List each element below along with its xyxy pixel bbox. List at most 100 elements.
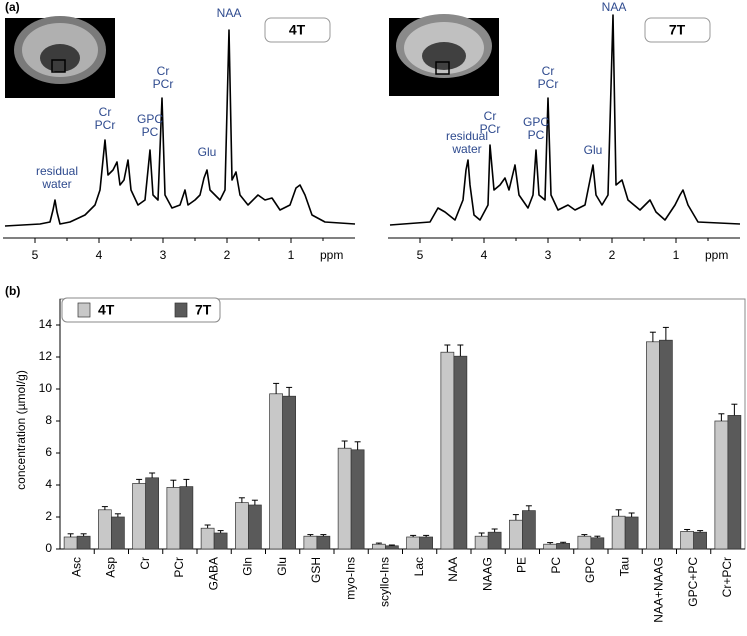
mri-inset — [5, 16, 115, 98]
peak-label: water — [41, 177, 71, 191]
peak-label: Cr — [99, 105, 112, 119]
field-box — [264, 17, 331, 43]
bar — [509, 519, 523, 550]
x-tick-label: GPC+PC — [686, 557, 700, 607]
peak-label: PCr — [95, 118, 116, 132]
y-tick-label: 8 — [45, 413, 52, 427]
x-tick-label: Asp — [104, 557, 118, 578]
peak-label: GPC — [523, 115, 549, 129]
x-tick-label: GSH — [309, 557, 323, 583]
panel-label: (b) — [5, 284, 20, 298]
y-tick-label: 2 — [45, 509, 52, 523]
mri-inset — [389, 14, 499, 96]
bar — [419, 536, 433, 550]
bar — [372, 543, 386, 550]
bar — [590, 537, 605, 550]
x-tick-label: myo-Ins — [343, 557, 357, 600]
panel-label: (a) — [5, 0, 20, 14]
peak-label: residual — [446, 129, 488, 143]
bar — [132, 483, 146, 550]
x-tick-label: 4 — [96, 248, 103, 262]
bar — [474, 535, 489, 550]
spectrum-line — [4, 29, 356, 227]
bar — [179, 486, 194, 550]
x-tick-label: Lac — [412, 557, 426, 576]
x-tick-label: NAA+NAAG — [652, 557, 666, 623]
bar — [166, 487, 181, 550]
x-tick-label: 1 — [673, 248, 680, 262]
x-tick-label: Gln — [241, 557, 255, 576]
bar — [269, 393, 283, 550]
x-tick-label: PC — [549, 557, 563, 574]
bar — [611, 515, 626, 550]
legend-label: 7T — [195, 302, 212, 318]
bar — [453, 355, 468, 550]
legend-label: 4T — [98, 302, 115, 318]
peak-label: residual — [36, 164, 78, 178]
x-tick-label: Glu — [275, 557, 289, 576]
x-tick-label: 5 — [32, 248, 39, 262]
bar — [680, 531, 694, 550]
field-label: 7T — [669, 22, 686, 38]
x-tick-label: 2 — [609, 248, 616, 262]
peak-label: NAA — [602, 0, 627, 14]
x-tick-label: GPC — [583, 557, 597, 583]
peak-label: Cr — [157, 64, 170, 78]
y-tick-label: 4 — [45, 477, 52, 491]
bar — [714, 420, 729, 550]
bar — [646, 341, 660, 550]
x-tick-label: 2 — [224, 248, 231, 262]
bar — [200, 527, 215, 550]
y-tick-label: 12 — [39, 349, 53, 363]
bar — [440, 351, 455, 550]
peak-label: PC — [142, 125, 159, 139]
bar — [316, 535, 331, 550]
x-tick-label: GABA — [206, 557, 220, 590]
y-tick-label: 0 — [45, 541, 52, 555]
peak-label: PCr — [153, 77, 174, 91]
x-tick-label: 3 — [545, 248, 552, 262]
bar — [282, 395, 296, 550]
x-tick-label: 4 — [481, 248, 488, 262]
x-tick-label: PE — [515, 557, 529, 573]
bar — [76, 535, 91, 550]
field-box — [644, 17, 711, 43]
y-tick-label: 14 — [39, 317, 53, 331]
peak-label: Glu — [584, 143, 603, 157]
peak-label: water — [451, 142, 481, 156]
x-tick-label: 1 — [288, 248, 295, 262]
x-tick-label: PCr — [172, 557, 186, 578]
bar — [556, 543, 570, 550]
x-tick-label: NAA — [446, 557, 460, 582]
bar — [248, 504, 262, 550]
peak-label: Cr — [484, 109, 497, 123]
y-axis-label: concentration (µmol/g) — [14, 370, 28, 490]
bar — [693, 531, 707, 550]
x-tick-label: Cr — [138, 557, 152, 570]
x-tick-label: Cr+PCr — [720, 557, 734, 597]
field-label: 4T — [289, 22, 306, 38]
bar — [487, 531, 502, 550]
x-tick-label: 3 — [160, 248, 167, 262]
bar — [406, 536, 420, 550]
bar — [385, 545, 399, 550]
peak-label: Cr — [542, 64, 555, 78]
bar — [659, 339, 673, 550]
peak-label: Glu — [198, 145, 217, 159]
peak-label: PC — [528, 128, 545, 142]
bar — [98, 509, 112, 550]
peak-label: NAA — [217, 6, 242, 20]
x-tick-label: Tau — [617, 557, 631, 576]
x-axis-label: ppm — [705, 248, 728, 262]
bar — [337, 447, 352, 550]
bar — [543, 543, 557, 550]
y-tick-label: 10 — [39, 381, 53, 395]
spectrum-line — [389, 14, 741, 226]
bar — [727, 415, 742, 550]
legend-swatch — [174, 302, 188, 318]
legend-swatch — [77, 302, 91, 318]
y-tick-label: 6 — [45, 445, 52, 459]
peak-label: PCr — [480, 122, 501, 136]
bar — [111, 516, 125, 550]
